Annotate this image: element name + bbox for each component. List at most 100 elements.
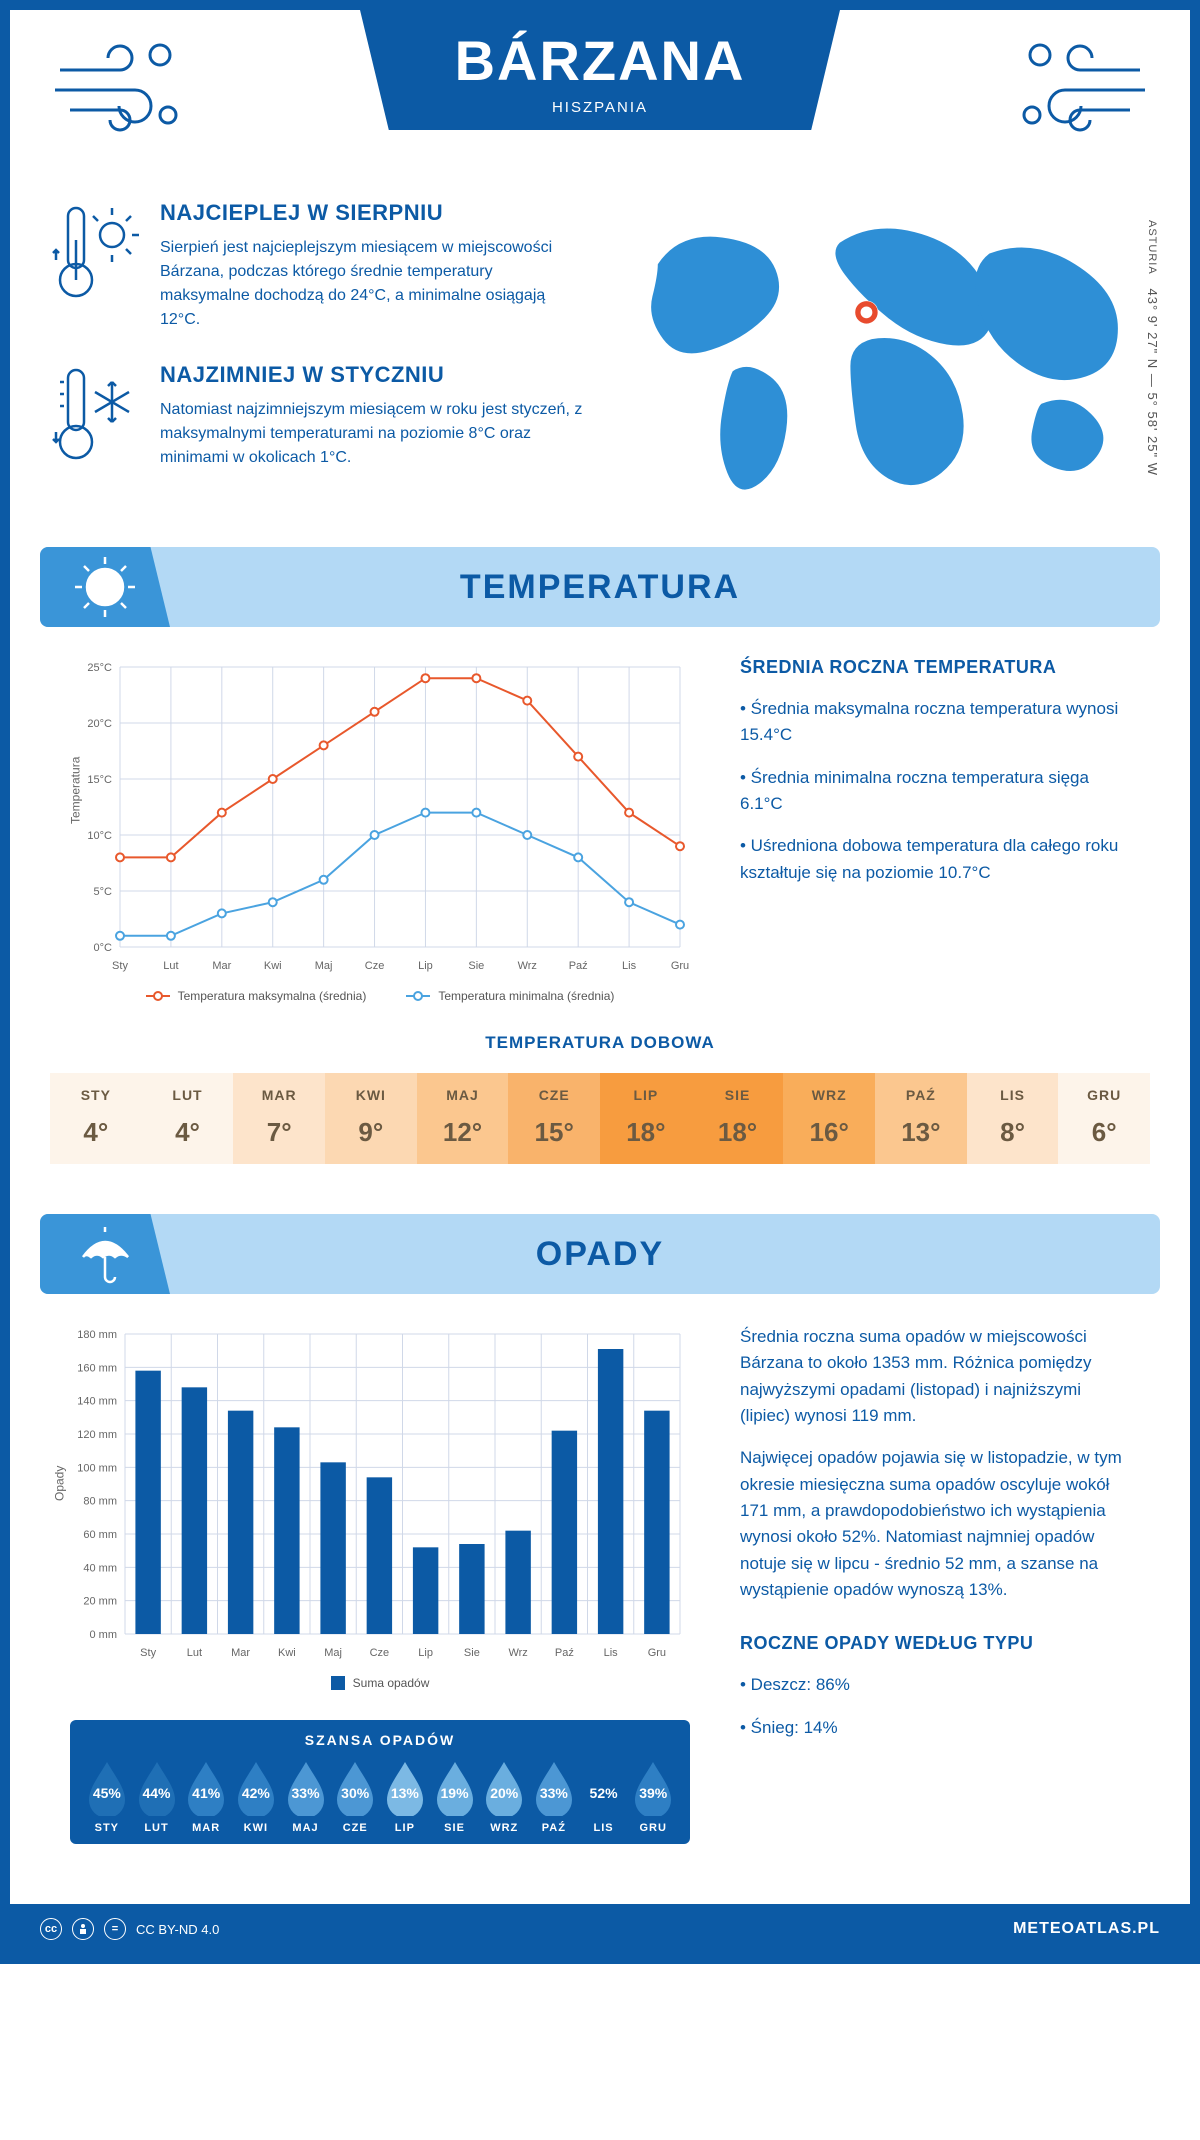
temp-cell: MAJ 12° — [417, 1073, 509, 1164]
chance-drop: 13% LIP — [380, 1760, 430, 1834]
y-axis-label: Opady — [53, 1466, 67, 1501]
thermometer-snow-icon — [50, 362, 140, 477]
temp-value: 4° — [142, 1117, 234, 1148]
svg-text:Sty: Sty — [140, 1647, 156, 1659]
chance-percent: 39% — [639, 1785, 667, 1801]
chance-month: GRU — [628, 1822, 678, 1834]
umbrella-icon — [40, 1214, 170, 1294]
site-name: METEOATLAS.PL — [1013, 1920, 1160, 1938]
svg-text:Paź: Paź — [569, 960, 588, 972]
svg-text:180 mm: 180 mm — [77, 1329, 117, 1341]
info-bullet: • Średnia minimalna roczna temperatura s… — [740, 765, 1130, 818]
license-text: CC BY-ND 4.0 — [136, 1922, 219, 1937]
map-column: ASTURIA 43° 9' 27" N — 5° 58' 25" W — [615, 200, 1150, 507]
chance-percent: 20% — [490, 1785, 518, 1801]
chance-drop: 52% LIS — [579, 1760, 629, 1834]
temp-cell: CZE 15° — [508, 1073, 600, 1164]
daily-temperature-table: TEMPERATURA DOBOWA STY 4° LUT 4° MAR 7° … — [10, 1033, 1190, 1204]
svg-text:10°C: 10°C — [87, 830, 112, 842]
chance-month: WRZ — [479, 1822, 529, 1834]
svg-text:Sie: Sie — [468, 960, 484, 972]
temp-value: 9° — [325, 1117, 417, 1148]
region-label: ASTURIA — [1146, 220, 1158, 275]
chance-month: SIE — [430, 1822, 480, 1834]
legend-label: Temperatura maksymalna (średnia) — [178, 989, 367, 1003]
info-bullet: • Średnia maksymalna roczna temperatura … — [740, 696, 1130, 749]
sun-icon — [40, 547, 170, 627]
month-label: CZE — [508, 1087, 600, 1103]
fact-title: NAJZIMNIEJ W STYCZNIU — [160, 362, 585, 388]
temp-cell: STY 4° — [50, 1073, 142, 1164]
chance-percent: 13% — [391, 1785, 419, 1801]
fact-body: NAJZIMNIEJ W STYCZNIU Natomiast najzimni… — [160, 362, 585, 477]
month-label: KWI — [325, 1087, 417, 1103]
svg-text:160 mm: 160 mm — [77, 1362, 117, 1374]
svg-text:5°C: 5°C — [94, 886, 113, 898]
temp-cell: LIP 18° — [600, 1073, 692, 1164]
svg-text:Kwi: Kwi — [278, 1647, 296, 1659]
legend-label: Suma opadów — [353, 1676, 430, 1690]
svg-text:Lis: Lis — [622, 960, 637, 972]
temp-cell: PAŹ 13° — [875, 1073, 967, 1164]
latitude: 43° 9' 27" N — [1145, 289, 1160, 370]
footer: cc = CC BY-ND 4.0 METEOATLAS.PL — [10, 1904, 1190, 1954]
svg-text:Lip: Lip — [418, 1647, 433, 1659]
temp-value: 16° — [783, 1117, 875, 1148]
month-label: LIP — [600, 1087, 692, 1103]
y-axis-label: Temperatura — [69, 757, 83, 824]
svg-text:Lip: Lip — [418, 960, 433, 972]
temperature-chart-section: Temperatura 0°C5°C10°C15°C20°C25°CStyLut… — [10, 657, 1190, 1033]
chance-drop: 30% CZE — [330, 1760, 380, 1834]
chance-drop: 41% MAR — [181, 1760, 231, 1834]
chance-percent: 44% — [142, 1785, 170, 1801]
month-label: LIS — [967, 1087, 1059, 1103]
wind-icon — [50, 30, 190, 145]
chance-month: STY — [82, 1822, 132, 1834]
chance-month: LIS — [579, 1822, 629, 1834]
temp-cell: LUT 4° — [142, 1073, 234, 1164]
fact-text: Natomiast najzimniejszym miesiącem w rok… — [160, 398, 585, 470]
temperature-section-header: TEMPERATURA — [40, 547, 1160, 627]
precipitation-bar-chart: Opady 0 mm20 mm40 mm60 mm80 mm100 mm120 … — [70, 1324, 690, 1844]
info-bullet: • Uśredniona dobowa temperatura dla całe… — [740, 833, 1130, 886]
chance-drop: 42% KWI — [231, 1760, 281, 1834]
temperature-line-chart: Temperatura 0°C5°C10°C15°C20°C25°CStyLut… — [70, 657, 690, 1003]
chance-title: SZANSA OPADÓW — [82, 1732, 678, 1748]
world-map-icon — [615, 200, 1150, 500]
temp-value: 8° — [967, 1117, 1059, 1148]
wind-icon — [1010, 30, 1150, 145]
legend-item: .legend-swatch[style*='#4aa3e0']::after{… — [406, 989, 614, 1003]
svg-text:20°C: 20°C — [87, 718, 112, 730]
svg-text:Gru: Gru — [648, 1647, 666, 1659]
coldest-fact: NAJZIMNIEJ W STYCZNIU Natomiast najzimni… — [50, 362, 585, 477]
svg-text:40 mm: 40 mm — [83, 1562, 117, 1574]
temp-cell: SIE 18° — [692, 1073, 784, 1164]
temp-value: 18° — [692, 1117, 784, 1148]
chance-month: PAŹ — [529, 1822, 579, 1834]
chance-month: LUT — [132, 1822, 182, 1834]
cc-icon: cc — [40, 1918, 62, 1940]
precipitation-chance-box: SZANSA OPADÓW 45% STY 44% LUT 41% MAR — [70, 1720, 690, 1844]
temp-cell: GRU 6° — [1058, 1073, 1150, 1164]
svg-text:140 mm: 140 mm — [77, 1396, 117, 1408]
svg-text:Sty: Sty — [112, 960, 128, 972]
svg-text:Wrz: Wrz — [518, 960, 537, 972]
chance-drop: 19% SIE — [430, 1760, 480, 1834]
fact-text: Sierpień jest najcieplejszym miesiącem w… — [160, 236, 585, 332]
svg-text:15°C: 15°C — [87, 774, 112, 786]
temp-cell: WRZ 16° — [783, 1073, 875, 1164]
location-title: BÁRZANA — [440, 28, 760, 93]
svg-text:Lut: Lut — [187, 1647, 202, 1659]
chance-percent: 33% — [540, 1785, 568, 1801]
precip-by-type-title: ROCZNE OPADY WEDŁUG TYPU — [740, 1633, 1130, 1654]
chance-month: KWI — [231, 1822, 281, 1834]
section-title: TEMPERATURA — [460, 568, 740, 607]
precipitation-chart-section: Opady 0 mm20 mm40 mm60 mm80 mm100 mm120 … — [10, 1324, 1190, 1874]
fact-body: NAJCIEPLEJ W SIERPNIU Sierpień jest najc… — [160, 200, 585, 332]
temp-value: 7° — [233, 1117, 325, 1148]
svg-text:Maj: Maj — [324, 1647, 342, 1659]
chance-percent: 19% — [441, 1785, 469, 1801]
info-title: ŚREDNIA ROCZNA TEMPERATURA — [740, 657, 1130, 678]
month-label: STY — [50, 1087, 142, 1103]
precipitation-section-header: OPADY — [40, 1214, 1160, 1294]
